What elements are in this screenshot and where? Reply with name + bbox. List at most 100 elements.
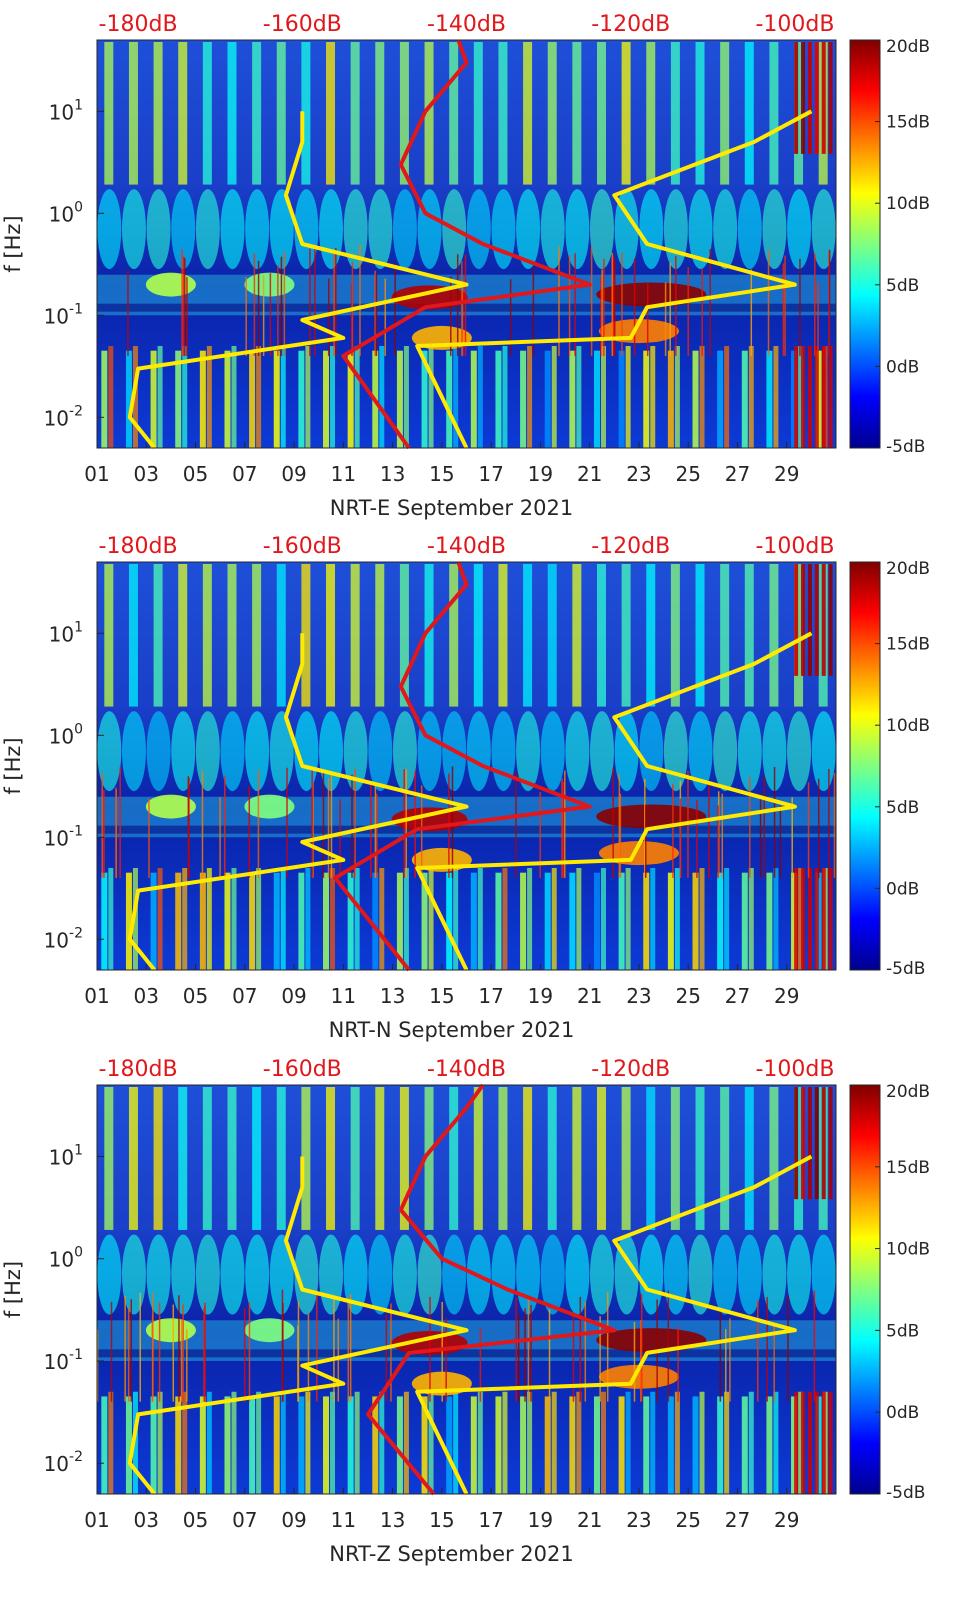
diurnal-blob xyxy=(195,1234,220,1315)
hf-streak xyxy=(695,564,705,707)
diurnal-blob xyxy=(245,1234,270,1315)
lf-bar xyxy=(593,872,600,970)
colorbar-tick-label: 20dB xyxy=(886,37,930,57)
lower-noise-model-right xyxy=(415,1154,813,1495)
lf-bar xyxy=(724,346,730,448)
lf-bar xyxy=(798,1391,804,1494)
lf-bar xyxy=(625,868,631,970)
x-tick-label: 19 xyxy=(528,1508,553,1532)
diurnal-blob xyxy=(269,189,294,270)
lf-bar xyxy=(551,868,557,970)
top-db-tick-label: -120dB xyxy=(591,1057,670,1082)
hf-streak xyxy=(301,1087,311,1230)
lower-noise-model-left xyxy=(127,1156,469,1496)
diurnal-blob xyxy=(368,189,393,270)
lf-bar xyxy=(354,1391,360,1494)
diurnal-blob xyxy=(663,1234,688,1315)
lf-bar xyxy=(699,1391,705,1494)
lf-bar xyxy=(807,346,812,448)
colorbar xyxy=(849,561,881,971)
lf-bar xyxy=(625,346,631,448)
psd-red xyxy=(333,561,592,972)
hf-streak xyxy=(572,564,582,707)
hf-streak xyxy=(621,564,631,707)
diurnal-blob xyxy=(195,711,220,792)
hf-streak xyxy=(769,42,779,185)
hf-streak xyxy=(399,1087,409,1230)
lf-bar xyxy=(403,868,409,970)
x-tick-label: 07 xyxy=(232,984,257,1008)
hf-streak xyxy=(449,564,459,707)
diurnal-blob xyxy=(639,1234,664,1315)
lf-bar xyxy=(446,350,453,448)
lf-bar xyxy=(692,350,699,448)
x-tick-label: 13 xyxy=(380,462,405,486)
hf-streak xyxy=(646,1087,656,1230)
lf-bar xyxy=(175,1396,182,1494)
x-tick-label: 25 xyxy=(675,984,700,1008)
microseism-gap xyxy=(97,1349,836,1358)
lf-bar xyxy=(206,1391,212,1494)
diurnal-blob xyxy=(121,189,146,270)
diurnal-blob xyxy=(171,189,196,270)
lower-noise-model-right xyxy=(415,109,813,449)
lf-bar xyxy=(231,346,237,448)
hf-streak xyxy=(523,42,533,185)
diurnal-blob xyxy=(565,189,590,270)
x-tick-label: 21 xyxy=(577,1508,602,1532)
x-tick-label: 13 xyxy=(380,1508,405,1532)
hf-streak xyxy=(252,42,262,185)
diurnal-blob xyxy=(220,711,245,792)
diurnal-blob xyxy=(466,189,491,270)
y-tick-label: 10-1 xyxy=(44,301,83,328)
x-tick-label: 11 xyxy=(331,984,356,1008)
hf-streak xyxy=(399,564,409,707)
storm-patch xyxy=(244,794,295,819)
lf-bar xyxy=(643,1396,650,1494)
diurnal-blob xyxy=(319,1234,344,1315)
y-axis-label: f [Hz] xyxy=(1,1261,25,1318)
lf-bar xyxy=(569,1396,576,1494)
top-db-tick-label: -140dB xyxy=(427,1057,506,1082)
hf-streak xyxy=(350,564,360,707)
lf-bar xyxy=(741,1396,748,1494)
lf-bar xyxy=(477,346,483,448)
lf-bar xyxy=(224,872,231,970)
hf-streak xyxy=(794,564,804,707)
diurnal-blob xyxy=(516,189,541,270)
lf-bar xyxy=(347,872,354,970)
lf-bar xyxy=(175,350,182,448)
lf-bar xyxy=(403,346,409,448)
lf-bar xyxy=(396,1396,403,1494)
hf-streak xyxy=(720,42,730,185)
lf-bar xyxy=(569,872,576,970)
diurnal-blob xyxy=(220,1234,245,1315)
lf-bar xyxy=(625,1391,631,1494)
diurnal-blob xyxy=(195,189,220,270)
x-tick-label: 05 xyxy=(183,1508,208,1532)
hf-streak xyxy=(202,1087,212,1230)
colorbar-tick-label: 5dB xyxy=(886,1321,919,1341)
lf-bar xyxy=(527,868,533,970)
colorbar xyxy=(849,39,881,449)
lf-bar xyxy=(421,350,428,448)
plot-frame xyxy=(96,39,837,449)
diurnal-blob xyxy=(146,1234,171,1315)
hf-streak xyxy=(498,564,508,707)
hf-streak xyxy=(375,564,385,707)
x-tick-label: 21 xyxy=(577,462,602,486)
x-tick-label: 17 xyxy=(478,462,503,486)
lf-bar xyxy=(821,868,826,970)
lf-bar xyxy=(551,1391,557,1494)
lf-bar xyxy=(470,1396,477,1494)
lf-bar xyxy=(354,868,360,970)
hf-streak xyxy=(814,42,819,154)
x-tick-label: 01 xyxy=(84,1508,109,1532)
hf-streak xyxy=(801,42,806,154)
spectrogram-background xyxy=(97,562,836,970)
lf-bar xyxy=(256,346,262,448)
top-db-tick-label: -160dB xyxy=(263,12,342,37)
diurnal-blob xyxy=(171,1234,196,1315)
lf-bar xyxy=(828,868,833,970)
colorbar-tick-label: 5dB xyxy=(886,798,919,818)
